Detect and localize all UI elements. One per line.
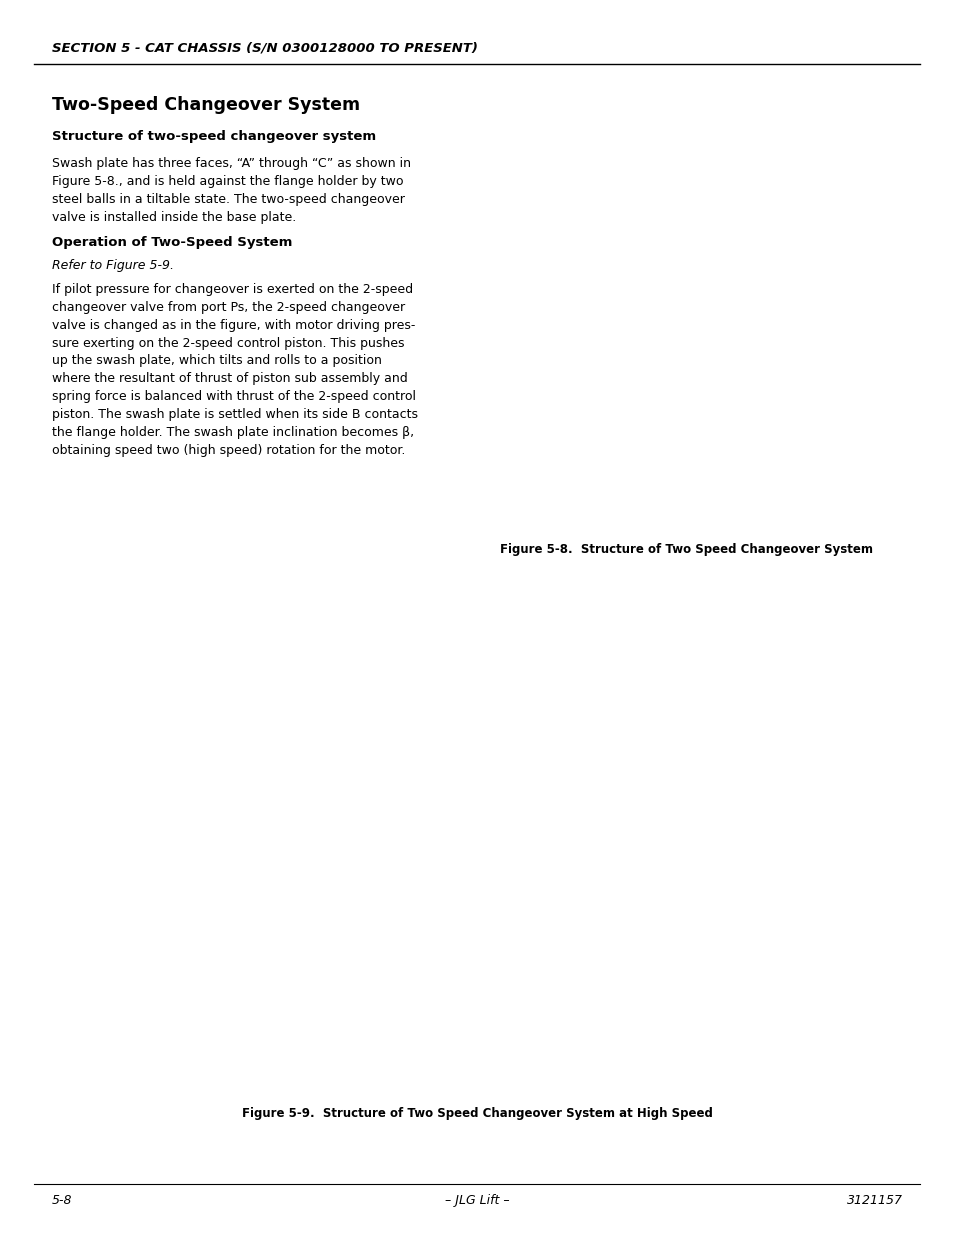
Text: Operation of Two-Speed System: Operation of Two-Speed System: [51, 236, 292, 249]
Text: Figure 5-8.  Structure of Two Speed Changeover System: Figure 5-8. Structure of Two Speed Chang…: [500, 543, 872, 557]
Text: up the swash plate, which tilts and rolls to a position: up the swash plate, which tilts and roll…: [51, 354, 381, 368]
Text: Figure 5-8., and is held against the flange holder by two: Figure 5-8., and is held against the fla…: [51, 175, 402, 188]
Text: valve is changed as in the figure, with motor driving pres-: valve is changed as in the figure, with …: [51, 319, 415, 332]
Text: – JLG Lift –: – JLG Lift –: [444, 1193, 509, 1207]
Text: Figure 5-9.  Structure of Two Speed Changeover System at High Speed: Figure 5-9. Structure of Two Speed Chang…: [241, 1107, 712, 1120]
Text: 3121157: 3121157: [845, 1193, 902, 1207]
Text: If pilot pressure for changeover is exerted on the 2-speed: If pilot pressure for changeover is exer…: [51, 283, 413, 296]
Text: the flange holder. The swash plate inclination becomes β,: the flange holder. The swash plate incli…: [51, 426, 414, 440]
Text: Two-Speed Changeover System: Two-Speed Changeover System: [51, 96, 359, 115]
Text: piston. The swash plate is settled when its side B contacts: piston. The swash plate is settled when …: [51, 408, 417, 421]
Text: where the resultant of thrust of piston sub assembly and: where the resultant of thrust of piston …: [51, 373, 407, 385]
Text: valve is installed inside the base plate.: valve is installed inside the base plate…: [51, 210, 295, 224]
Text: Refer to Figure 5-9.: Refer to Figure 5-9.: [51, 259, 173, 273]
Text: obtaining speed two (high speed) rotation for the motor.: obtaining speed two (high speed) rotatio…: [51, 445, 404, 457]
Text: changeover valve from port Ps, the 2-speed changeover: changeover valve from port Ps, the 2-spe…: [51, 301, 404, 314]
Text: Structure of two-speed changeover system: Structure of two-speed changeover system: [51, 130, 375, 143]
Text: Swash plate has three faces, “A” through “C” as shown in: Swash plate has three faces, “A” through…: [51, 157, 410, 170]
Text: steel balls in a tiltable state. The two-speed changeover: steel balls in a tiltable state. The two…: [51, 193, 404, 206]
Text: 5-8: 5-8: [51, 1193, 71, 1207]
Text: SECTION 5 - CAT CHASSIS (S/N 0300128000 TO PRESENT): SECTION 5 - CAT CHASSIS (S/N 0300128000 …: [51, 42, 476, 54]
Text: spring force is balanced with thrust of the 2-speed control: spring force is balanced with thrust of …: [51, 390, 416, 404]
Text: sure exerting on the 2-speed control piston. This pushes: sure exerting on the 2-speed control pis…: [51, 336, 403, 350]
